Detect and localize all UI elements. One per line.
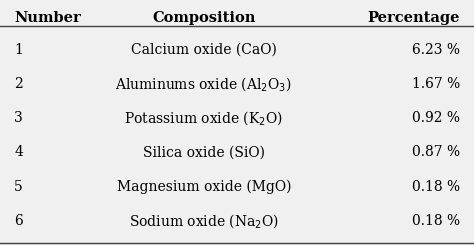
Text: 6: 6 xyxy=(14,214,23,228)
Text: Number: Number xyxy=(14,11,81,25)
Text: Sodium oxide (Na$_2$O): Sodium oxide (Na$_2$O) xyxy=(129,212,279,230)
Text: Percentage: Percentage xyxy=(367,11,460,25)
Text: 0.18 %: 0.18 % xyxy=(411,214,460,228)
Text: Silica oxide (SiO): Silica oxide (SiO) xyxy=(143,146,265,159)
Text: 0.18 %: 0.18 % xyxy=(411,180,460,194)
Text: Potassium oxide (K$_2$O): Potassium oxide (K$_2$O) xyxy=(124,110,283,127)
Text: 3: 3 xyxy=(14,111,23,125)
Text: Magnesium oxide (MgO): Magnesium oxide (MgO) xyxy=(117,179,291,194)
Text: 0.92 %: 0.92 % xyxy=(412,111,460,125)
Text: 1.67 %: 1.67 % xyxy=(411,77,460,91)
Text: Composition: Composition xyxy=(152,11,255,25)
Text: 2: 2 xyxy=(14,77,23,91)
Text: 5: 5 xyxy=(14,180,23,194)
Text: Aluminums oxide (Al$_2$O$_3$): Aluminums oxide (Al$_2$O$_3$) xyxy=(116,75,292,93)
Text: 6.23 %: 6.23 % xyxy=(412,43,460,57)
Text: 4: 4 xyxy=(14,146,23,159)
Text: 1: 1 xyxy=(14,43,23,57)
Text: 0.87 %: 0.87 % xyxy=(411,146,460,159)
Text: Calcium oxide (CaO): Calcium oxide (CaO) xyxy=(131,43,277,57)
